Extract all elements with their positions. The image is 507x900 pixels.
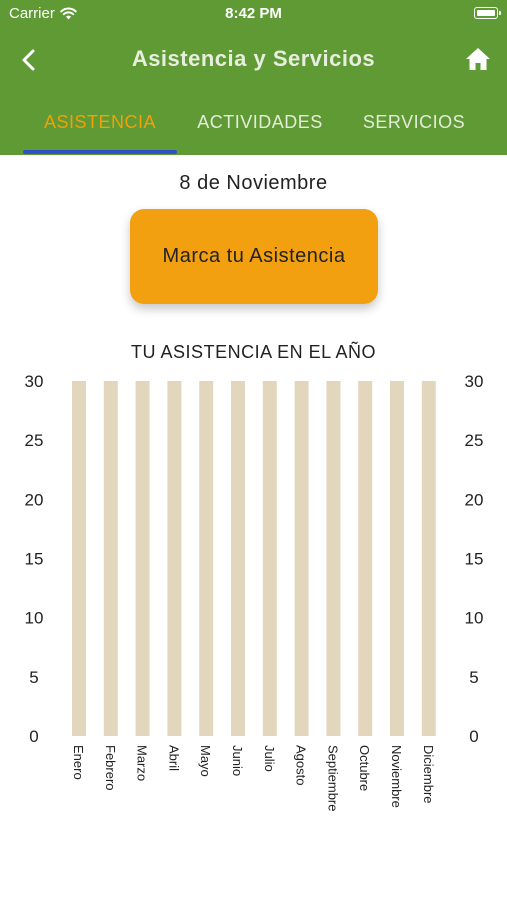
back-arrow-icon[interactable] — [14, 45, 44, 75]
battery-icon — [474, 7, 501, 19]
x-tick-label: Septiembre — [325, 745, 340, 811]
x-tick-label: Noviembre — [389, 745, 404, 808]
x-tick-label: Mayo — [198, 745, 213, 777]
carrier-info: Carrier — [9, 5, 77, 22]
y-tick-right: 15 — [465, 550, 484, 569]
carrier-label: Carrier — [9, 5, 55, 22]
y-tick-right: 30 — [465, 372, 484, 391]
y-tick-left: 20 — [25, 490, 44, 509]
bar-octubre — [358, 381, 373, 736]
bar-noviembre — [390, 381, 404, 736]
current-date: 8 de Noviembre — [179, 172, 328, 194]
y-tick-left: 10 — [25, 609, 44, 628]
x-tick-label: Diciembre — [421, 745, 436, 804]
x-tick-label: Febrero — [103, 745, 118, 791]
x-tick-label: Enero — [71, 745, 86, 780]
clock: 8:42 PM — [225, 5, 282, 22]
x-tick-label: Agosto — [294, 745, 309, 785]
nav-bar: Asistencia y Servicios — [0, 28, 507, 92]
x-tick-label: Octubre — [357, 745, 372, 791]
tab-actividades[interactable]: ACTIVIDADES — [197, 112, 323, 132]
tab-bar: ASISTENCIA ACTIVIDADES SERVICIOS — [0, 92, 507, 155]
chart-title: TU ASISTENCIA EN EL AÑO — [131, 342, 376, 362]
y-tick-right: 25 — [465, 431, 484, 450]
status-bar: Carrier 8:42 PM — [0, 0, 507, 28]
attendance-bar-chart: 0 0 5 5 10 10 15 15 20 20 25 25 30 30 Enero Febrero Marz… — [25, 372, 484, 811]
y-tick-left: 30 — [25, 372, 44, 391]
y-tick-right: 20 — [465, 490, 484, 509]
y-tick-left: 0 — [29, 727, 38, 746]
y-tick-left: 25 — [25, 431, 44, 450]
mark-attendance-button[interactable]: Marca tu Asistencia — [130, 209, 378, 304]
tab-servicios[interactable]: SERVICIOS — [362, 112, 466, 132]
bar-marzo — [135, 381, 150, 736]
x-tick-label: Junio — [230, 745, 245, 776]
y-tick-left: 5 — [29, 668, 38, 687]
bar-abril — [167, 381, 182, 736]
bar-agosto — [294, 381, 309, 736]
wifi-icon — [60, 7, 77, 20]
tab-indicator — [23, 150, 177, 154]
y-tick-right: 0 — [469, 727, 478, 746]
bar-mayo — [199, 381, 214, 736]
y-tick-right: 5 — [469, 668, 478, 687]
bar-enero — [72, 381, 86, 736]
y-tick-right: 10 — [465, 609, 484, 628]
bar-septiembre — [326, 381, 341, 736]
page-title: Asistencia y Servicios — [131, 46, 376, 71]
x-tick-label: Julio — [262, 745, 277, 772]
x-tick-label: Marzo — [135, 745, 150, 781]
bar-julio — [262, 381, 277, 736]
bar-diciembre — [421, 381, 436, 736]
home-icon[interactable] — [465, 46, 491, 72]
y-tick-left: 15 — [25, 550, 44, 569]
tab-asistencia[interactable]: ASISTENCIA — [43, 112, 157, 132]
bar-febrero — [103, 381, 118, 736]
bar-junio — [231, 381, 245, 736]
x-tick-label: Abril — [166, 745, 181, 771]
